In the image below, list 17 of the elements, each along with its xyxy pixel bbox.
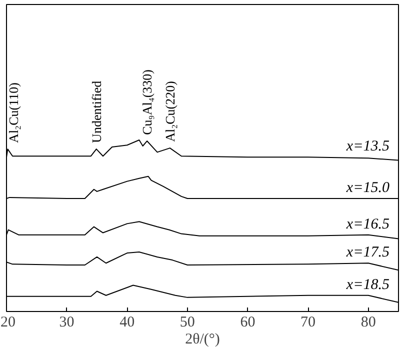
annotation: Cu₉Al₄(330) <box>140 69 155 135</box>
x-tick-label: 60 <box>240 314 256 330</box>
x-tick-label: 30 <box>59 314 74 330</box>
series-label: x=18.5 <box>345 276 390 293</box>
annotation: Al₂Cu(110) <box>6 82 22 143</box>
series-label: x=17.5 <box>345 244 390 261</box>
x-tick-label: 20 <box>0 314 16 330</box>
series-label: x=13.5 <box>345 138 390 155</box>
x-tick-label: 50 <box>180 314 195 330</box>
series-label: x=16.5 <box>345 216 390 232</box>
annotation: Al₂Cu(220) <box>162 81 178 142</box>
series-label: x=15.0 <box>345 180 390 196</box>
x-tick-label: 70 <box>300 314 316 330</box>
x-tick-label: 80 <box>360 314 376 330</box>
annotation: Undentified <box>88 80 104 143</box>
x-tick-label: 40 <box>120 314 135 330</box>
x-axis-title: 2θ/(°) <box>185 332 220 348</box>
